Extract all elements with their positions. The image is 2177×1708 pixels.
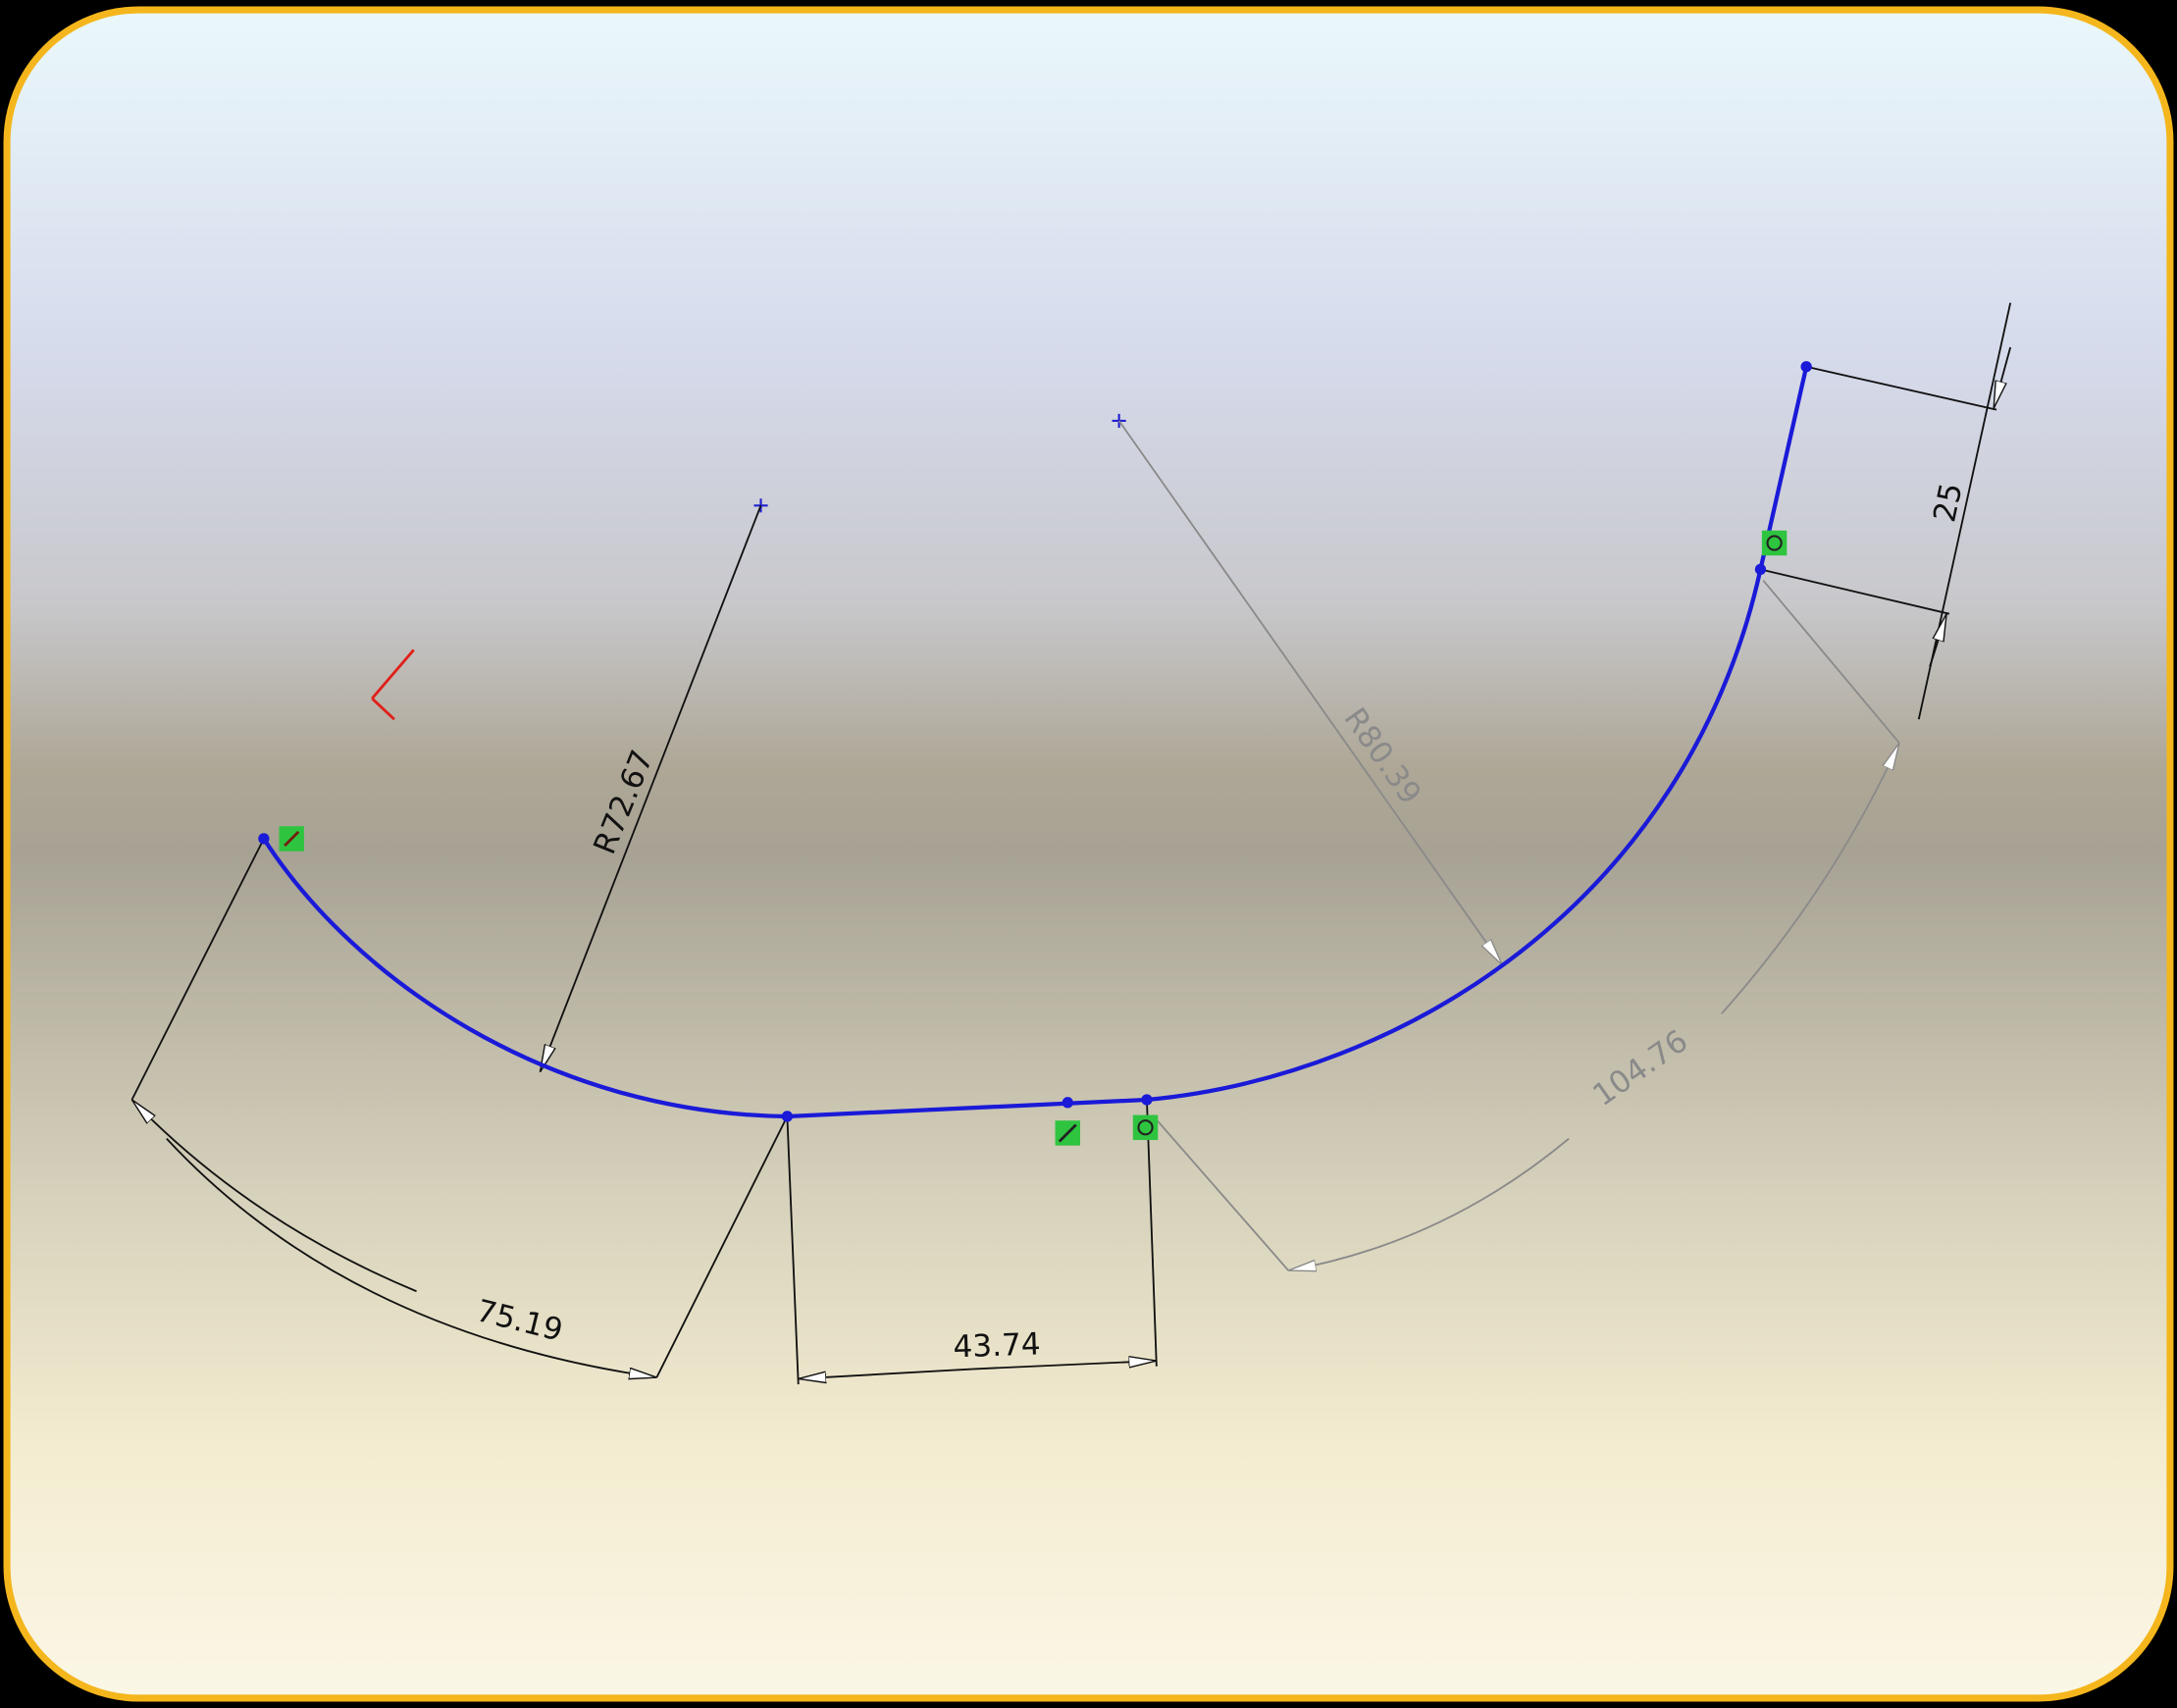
viewport-frame bbox=[7, 10, 2170, 1698]
dimension-label: 43.74 bbox=[953, 1326, 1041, 1365]
cad-sketch-screen: R72.67 R80.39 75.19 43.74 104.76 25 bbox=[0, 0, 2177, 1708]
